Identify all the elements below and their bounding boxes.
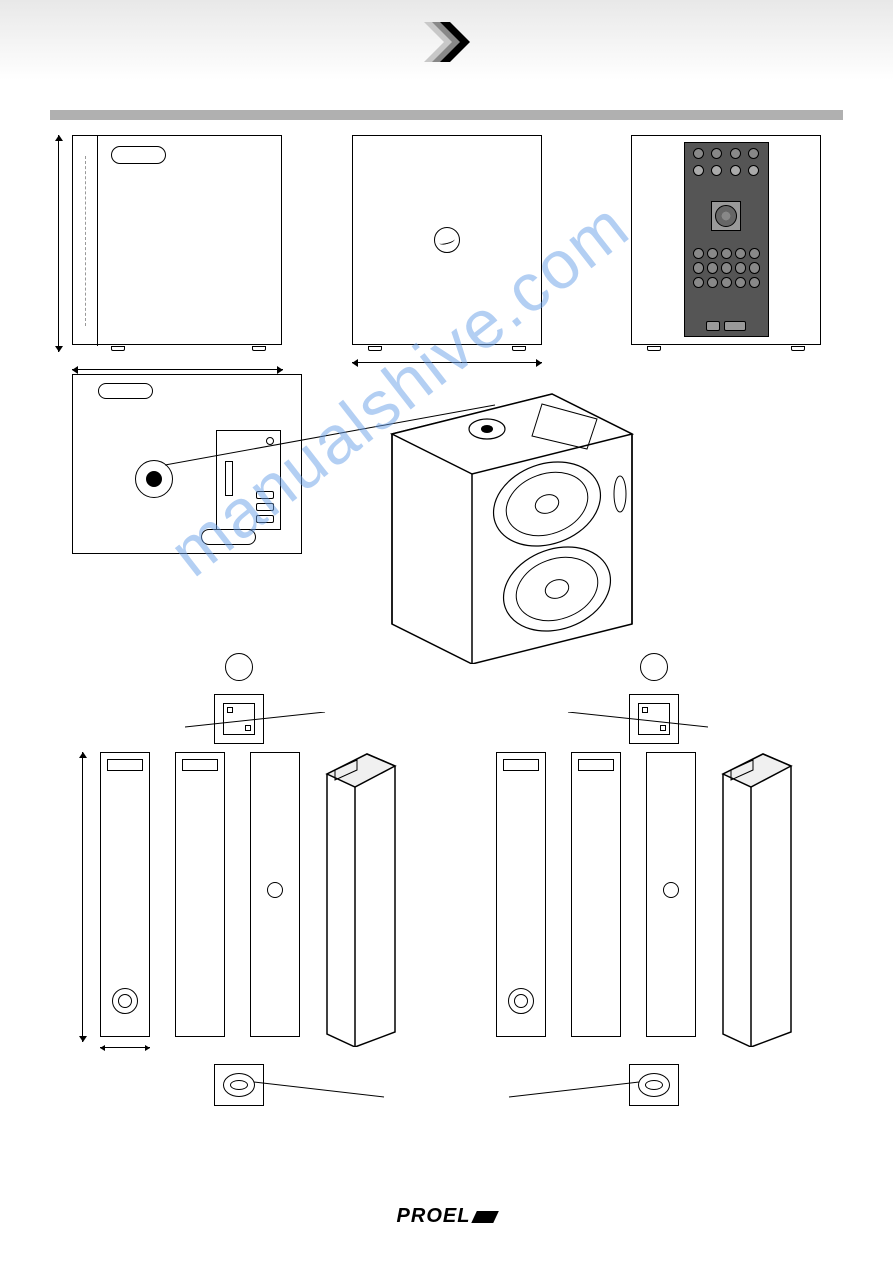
page-header bbox=[0, 0, 893, 80]
cooling-fan-icon bbox=[711, 201, 741, 231]
pole-cup-icon bbox=[135, 460, 173, 498]
column-side-view bbox=[175, 752, 225, 1037]
section-divider bbox=[50, 110, 843, 120]
subwoofer-side-view bbox=[50, 135, 285, 370]
leader-line bbox=[499, 1072, 639, 1102]
logo-circle-icon bbox=[267, 882, 283, 898]
power-link-icon bbox=[724, 321, 746, 331]
column-back-view bbox=[100, 752, 150, 1037]
subwoofer-isometric-view bbox=[332, 374, 642, 664]
front-width-dimension bbox=[352, 362, 542, 363]
subwoofer-back-view bbox=[631, 135, 821, 345]
letter-a-circle-icon bbox=[225, 653, 253, 681]
knob-icon bbox=[748, 165, 759, 176]
leader-line bbox=[254, 1072, 394, 1102]
leader-line bbox=[185, 712, 335, 742]
column-speakers-row bbox=[50, 694, 843, 1106]
knob-icon bbox=[693, 165, 704, 176]
subwoofer-top-view bbox=[72, 374, 302, 554]
column-front-view bbox=[646, 752, 696, 1037]
knob-icon bbox=[711, 148, 722, 159]
knob-icon bbox=[748, 148, 759, 159]
column-back-view bbox=[496, 752, 546, 1037]
logo-circle-icon bbox=[663, 882, 679, 898]
amplifier-panel bbox=[684, 142, 769, 337]
column-top-view-right bbox=[629, 694, 679, 744]
header-chevron-icon bbox=[422, 20, 472, 70]
column-side-view bbox=[571, 752, 621, 1037]
column-height-dimension bbox=[82, 752, 83, 1042]
footer-brand-logo: PROEL bbox=[397, 1205, 497, 1228]
knob-icon bbox=[711, 165, 722, 176]
column-front-view bbox=[250, 752, 300, 1037]
main-content bbox=[0, 120, 893, 1106]
height-dimension bbox=[58, 135, 59, 352]
control-plate bbox=[216, 430, 281, 530]
brand-text: PROEL bbox=[397, 1205, 471, 1228]
column-width-dimension bbox=[100, 1047, 150, 1048]
knob-icon bbox=[730, 165, 741, 176]
letter-b-circle-icon bbox=[640, 653, 668, 681]
subwoofer-views-row bbox=[50, 135, 843, 370]
proel-logo-circle-icon bbox=[434, 227, 460, 253]
brand-shape-icon bbox=[472, 1211, 500, 1223]
subwoofer-front-view bbox=[352, 135, 542, 345]
subwoofer-secondary-row bbox=[50, 374, 843, 664]
knob-icon bbox=[693, 148, 704, 159]
power-inlet-icon bbox=[706, 321, 720, 331]
input-connector-icon bbox=[508, 988, 534, 1014]
knob-icon bbox=[730, 148, 741, 159]
width-dimension bbox=[72, 369, 283, 370]
input-connector-icon bbox=[112, 988, 138, 1014]
